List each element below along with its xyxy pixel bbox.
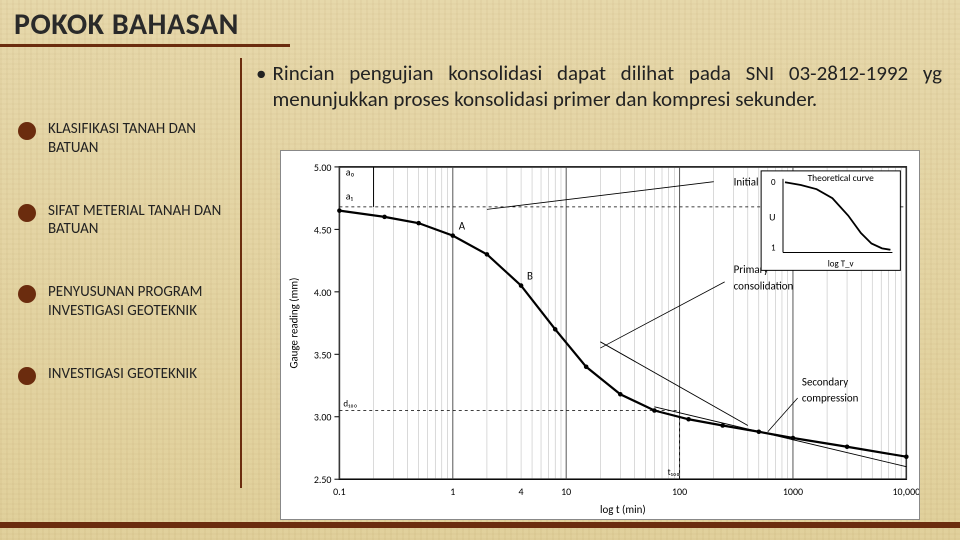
consolidation-chart: 2.50 3.00 3.50 4.00 4.50 5.00 Gauge reading (m…	[280, 150, 920, 520]
svg-text:a₀: a₀	[346, 167, 355, 179]
svg-text:log t (min): log t (min)	[600, 503, 646, 516]
svg-text:Theoretical curve: Theoretical curve	[808, 172, 875, 184]
svg-text:4: 4	[519, 486, 524, 498]
svg-text:consolidation: consolidation	[734, 279, 794, 292]
svg-text:t₁₀₀: t₁₀₀	[668, 467, 680, 478]
bullet-icon	[18, 285, 36, 303]
svg-text:Gauge reading (mm): Gauge reading (mm)	[288, 278, 301, 369]
sidebar-item: INVESTIGASI GEOTEKNIK	[18, 365, 228, 385]
vertical-divider	[240, 58, 242, 488]
svg-text:10: 10	[561, 486, 571, 498]
svg-text:4.50: 4.50	[314, 224, 332, 236]
svg-text:compression: compression	[802, 392, 859, 405]
page-title: POKOK BAHASAN	[14, 6, 239, 43]
title-underline	[0, 44, 290, 47]
bullet-char: •	[256, 60, 266, 113]
bullet-icon	[18, 204, 36, 222]
sidebar-item: KLASIFIKASI TANAH DAN BATUAN	[18, 120, 228, 158]
svg-text:U: U	[769, 212, 775, 224]
body-bullet: • Rincian pengujian konsolidasi dapat di…	[256, 60, 942, 113]
chart-svg: 2.50 3.00 3.50 4.00 4.50 5.00 Gauge reading (m…	[281, 151, 919, 519]
svg-text:0.1: 0.1	[333, 486, 346, 498]
svg-text:100: 100	[672, 486, 687, 498]
body-text: Rincian pengujian konsolidasi dapat dili…	[272, 60, 942, 113]
main-content: • Rincian pengujian konsolidasi dapat di…	[256, 60, 942, 113]
svg-text:1: 1	[450, 486, 455, 498]
svg-text:A: A	[459, 219, 466, 232]
svg-text:d₁₀₀: d₁₀₀	[343, 399, 357, 410]
svg-text:1000: 1000	[783, 486, 803, 498]
sidebar-item-label: INVESTIGASI GEOTEKNIK	[48, 365, 197, 384]
svg-text:log T_v: log T_v	[828, 258, 854, 269]
svg-text:5.00: 5.00	[314, 162, 332, 174]
svg-text:10,000: 10,000	[892, 486, 919, 498]
svg-text:B: B	[527, 269, 533, 282]
svg-text:2.50: 2.50	[314, 474, 332, 486]
sidebar-item: SIFAT METERIAL TANAH DAN BATUAN	[18, 202, 228, 240]
sidebar-item: PENYUSUNAN PROGRAM INVESTIGASI GEOTEKNIK	[18, 283, 228, 321]
svg-text:a₁: a₁	[346, 190, 354, 202]
svg-text:3.50: 3.50	[314, 349, 332, 361]
sidebar: KLASIFIKASI TANAH DAN BATUAN SIFAT METER…	[18, 120, 228, 429]
svg-text:4.00: 4.00	[314, 287, 332, 299]
bottom-accent-bar	[0, 522, 960, 528]
svg-text:Secondary: Secondary	[802, 376, 848, 389]
bullet-icon	[18, 367, 36, 385]
sidebar-item-label: KLASIFIKASI TANAH DAN BATUAN	[48, 120, 228, 158]
svg-text:0: 0	[771, 177, 776, 188]
svg-text:1: 1	[771, 242, 776, 253]
bullet-icon	[18, 122, 36, 140]
sidebar-item-label: PENYUSUNAN PROGRAM INVESTIGASI GEOTEKNIK	[48, 283, 228, 321]
sidebar-item-label: SIFAT METERIAL TANAH DAN BATUAN	[48, 202, 228, 240]
svg-text:3.00: 3.00	[314, 412, 332, 424]
